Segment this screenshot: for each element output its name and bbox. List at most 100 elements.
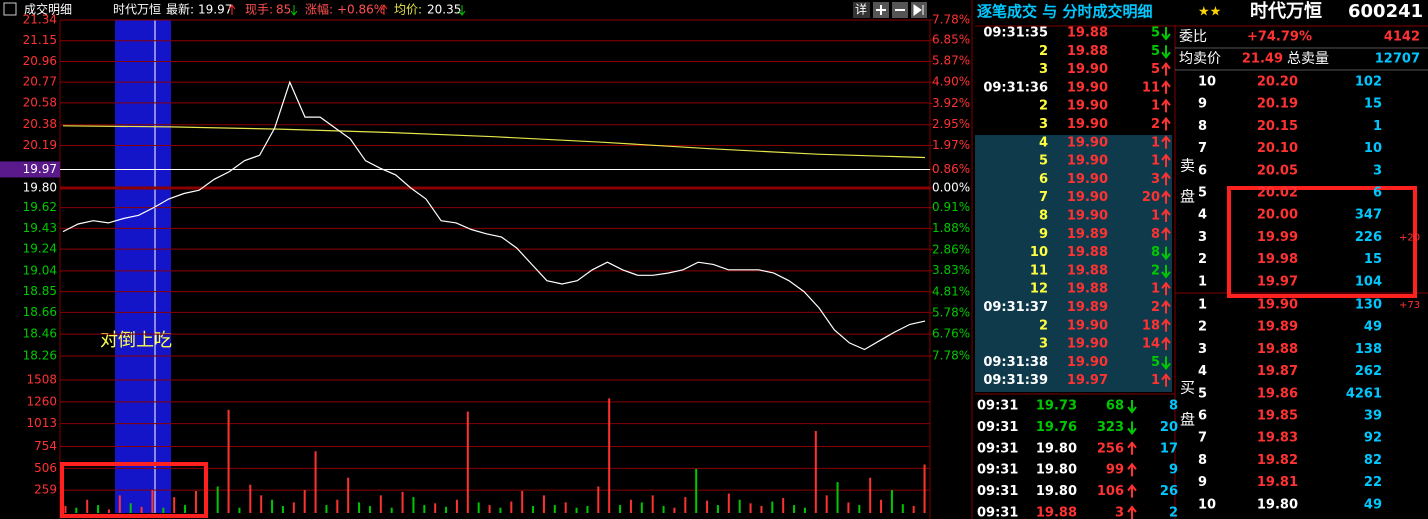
down-arrow: [1161, 45, 1171, 59]
volume-bar: [912, 505, 915, 513]
tick-time: 8: [1039, 209, 1048, 224]
volume-bar: [673, 507, 676, 513]
volume-bar: [793, 505, 796, 513]
volume-bar: [586, 505, 589, 513]
volume-bar: [281, 505, 284, 513]
current-volume: 85: [276, 3, 291, 17]
down-arrow: [1161, 264, 1171, 279]
volume-bar: [401, 491, 404, 513]
side-label: 盘: [1180, 188, 1195, 206]
panel-title: 逐笔成交 与 分时成交明细: [977, 3, 1152, 21]
minute-time: 09:31: [977, 484, 1018, 499]
volume-bar: [771, 501, 774, 513]
minute-time: 09:31: [977, 463, 1018, 478]
y-tick-label: 19.62: [23, 200, 57, 214]
level: 9: [1198, 97, 1207, 112]
tick-price: 19.90: [1067, 154, 1108, 169]
pct-tick-label: 6.85%: [932, 33, 970, 47]
tick-time: 3: [1039, 337, 1048, 352]
y-tick-label: 20.58: [23, 95, 57, 109]
volume-tick-label: 754: [34, 439, 57, 453]
tick-volume: 1: [1151, 282, 1160, 297]
label: 现手:: [245, 3, 273, 17]
volume-bar: [86, 499, 89, 513]
tick-volume: 2: [1151, 263, 1160, 278]
book-volume: 226: [1355, 230, 1382, 245]
volume-bar: [271, 499, 274, 513]
book-price: 19.97: [1257, 274, 1298, 289]
ratio-diff: 4142: [1384, 30, 1420, 45]
label: 最新:: [166, 2, 194, 17]
volume-bar: [64, 505, 67, 513]
up-arrow: [1161, 135, 1171, 149]
level: 4: [1198, 364, 1207, 379]
tick-time: 6: [1039, 172, 1048, 187]
up-arrow: [1161, 153, 1171, 168]
volume-tick-label: 506: [34, 461, 57, 475]
volume-bar: [314, 451, 317, 513]
volume-bar: [608, 398, 611, 513]
tick-volume: 1: [1151, 154, 1160, 169]
tick-time: 5: [1039, 154, 1048, 169]
tick-price: 19.90: [1067, 337, 1108, 352]
tick-price: 19.88: [1067, 26, 1108, 41]
volume-bar: [847, 502, 850, 513]
level: 6: [1198, 163, 1207, 178]
total-sell: 12707: [1375, 52, 1420, 67]
tick-time: 2: [1039, 318, 1048, 333]
minute-price: 19.80: [1036, 484, 1077, 499]
volume-bar: [564, 502, 567, 513]
book-volume: 3: [1373, 163, 1382, 178]
tick-price: 19.90: [1067, 318, 1108, 333]
tick-price: 19.90: [1067, 172, 1108, 187]
pct-tick-label: 2.86%: [932, 242, 970, 256]
pct-tick-label: 5.87%: [932, 54, 970, 68]
tick-price: 19.88: [1067, 263, 1108, 278]
pct-tick-label: 4.81%: [932, 284, 970, 298]
pct-tick-label: 2.95%: [932, 117, 970, 131]
detail-button[interactable]: 详: [855, 2, 867, 17]
side-label: 盘: [1180, 411, 1195, 429]
tick-volume: 1: [1151, 135, 1160, 150]
volume-bar: [880, 499, 883, 513]
book-price: 19.98: [1257, 252, 1298, 267]
icon: [3, 2, 17, 16]
book-volume: 262: [1355, 364, 1382, 379]
book-volume: 15: [1364, 97, 1382, 112]
down-arrow: [1161, 356, 1171, 371]
volume-bar: [499, 507, 502, 513]
y-tick-label: 21.34: [23, 13, 57, 27]
tick-price: 19.90: [1067, 99, 1108, 114]
book-volume: 10: [1364, 141, 1382, 156]
tick-price: 19.89: [1067, 300, 1108, 315]
stock-code: 600241: [1348, 1, 1423, 22]
volume-bar: [216, 486, 219, 513]
level: 10: [1198, 75, 1216, 90]
tick-volume: 1: [1151, 209, 1160, 224]
avg-price-line: [62, 125, 926, 159]
up-arrow: [1127, 505, 1137, 519]
button[interactable]: [853, 2, 870, 18]
tick-time: 3: [1039, 117, 1048, 132]
volume-bar: [542, 495, 545, 513]
volume-bar: [445, 506, 448, 513]
y-tick-label: 20.19: [23, 138, 57, 152]
book-price: 19.85: [1257, 409, 1298, 424]
volume-bar: [368, 505, 371, 513]
volume-bar: [760, 505, 763, 513]
pct-tick-label: 0.86%: [932, 162, 970, 176]
up-arrow: [1161, 373, 1171, 387]
tick-price: 19.90: [1067, 355, 1108, 370]
volume-bar: [814, 430, 817, 513]
level: 6: [1198, 409, 1207, 424]
highlight-rows: [975, 135, 1172, 392]
volume-bar: [738, 499, 741, 513]
tick-time: 7: [1039, 190, 1048, 205]
volume-bar: [423, 505, 426, 513]
tick-price: 19.90: [1067, 62, 1108, 77]
ratio: +74.79%: [1247, 30, 1312, 45]
volume-bar: [194, 490, 197, 513]
tick-volume: 8: [1151, 227, 1160, 242]
up-arrow: [1161, 281, 1171, 296]
minute-count: 17: [1160, 441, 1178, 456]
